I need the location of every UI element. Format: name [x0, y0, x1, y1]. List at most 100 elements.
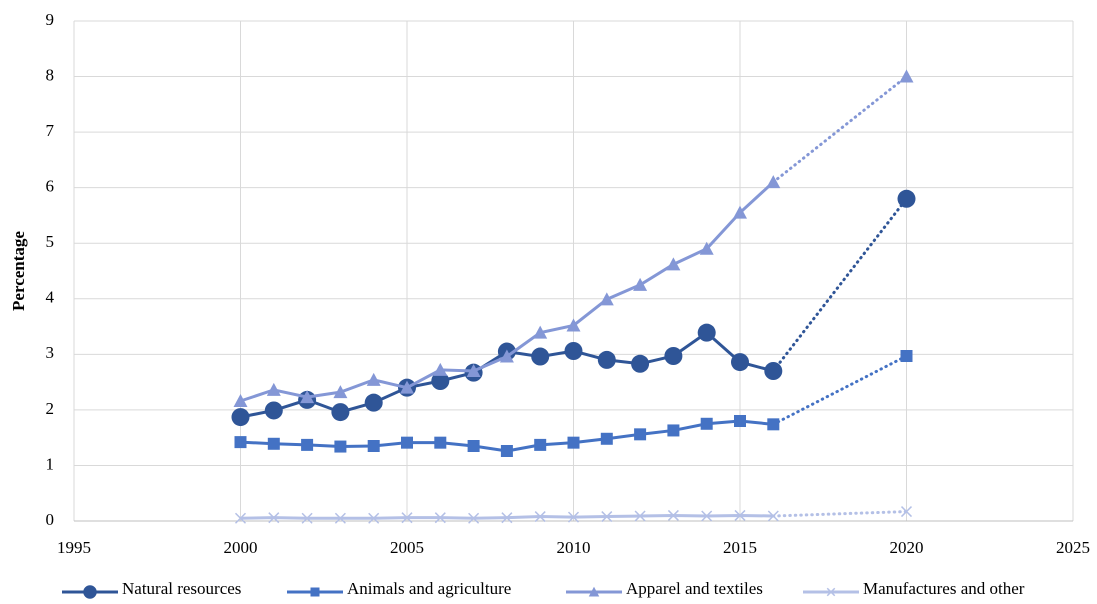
marker: [534, 511, 546, 523]
marker: [664, 347, 683, 365]
series-line-dotted: [771, 75, 908, 184]
marker: [334, 512, 346, 524]
marker: [564, 342, 583, 360]
x-tick-label: 2010: [557, 538, 591, 557]
x-tick-label: 2000: [224, 538, 258, 557]
marker: [467, 440, 480, 452]
marker: [500, 445, 513, 457]
marker: [366, 372, 381, 386]
marker: [601, 511, 613, 523]
marker: [533, 325, 548, 339]
marker: [667, 424, 680, 437]
x-tick-label: 2005: [390, 538, 424, 557]
marker: [466, 364, 481, 377]
marker: [367, 440, 380, 452]
x-tick-label: 2025: [1056, 538, 1090, 557]
legend-label: Apparel and textiles: [626, 579, 763, 598]
legend-label: Animals and agriculture: [347, 579, 511, 598]
marker: [899, 69, 914, 83]
marker: [301, 512, 313, 524]
marker: [534, 438, 547, 451]
marker: [597, 350, 616, 369]
marker: [767, 510, 779, 522]
y-axis-label: Percentage: [9, 231, 28, 311]
marker: [234, 512, 247, 524]
marker: [733, 205, 747, 219]
y-tick-label: 7: [46, 121, 55, 140]
x-tick-label: 1995: [57, 538, 91, 557]
marker: [431, 372, 450, 390]
marker: [599, 292, 614, 306]
legend-label: Manufactures and other: [863, 579, 1025, 598]
marker: [701, 510, 713, 522]
marker: [400, 380, 414, 394]
marker: [333, 385, 348, 399]
marker: [233, 394, 248, 407]
marker: [634, 428, 647, 441]
marker: [897, 189, 916, 208]
y-tick-label: 4: [46, 288, 55, 307]
series-line-dotted: [771, 510, 908, 518]
marker: [588, 586, 600, 597]
marker: [731, 353, 749, 372]
marker: [266, 382, 281, 396]
marker: [734, 509, 746, 521]
marker: [501, 512, 513, 524]
marker: [633, 277, 648, 291]
marker: [900, 506, 913, 518]
marker: [531, 347, 550, 366]
marker: [231, 408, 250, 427]
marker: [667, 509, 679, 521]
marker: [334, 440, 347, 453]
series-line-dotted: [771, 354, 908, 426]
marker: [764, 362, 783, 380]
marker: [364, 393, 383, 412]
marker: [401, 512, 413, 524]
marker: [234, 436, 247, 449]
marker: [499, 349, 514, 363]
marker: [666, 257, 681, 271]
marker: [434, 512, 446, 524]
y-tick-label: 1: [46, 454, 55, 473]
y-tick-label: 0: [46, 510, 55, 529]
marker: [699, 241, 714, 255]
y-tick-label: 8: [46, 65, 55, 84]
series-line: [240, 181, 775, 403]
x-tick-label: 2020: [890, 538, 924, 557]
series-line-dotted: [771, 197, 908, 373]
marker: [826, 587, 836, 597]
marker: [264, 401, 283, 420]
marker: [700, 417, 713, 430]
marker: [566, 318, 581, 332]
y-tick-label: 9: [46, 10, 55, 29]
y-tick-label: 3: [46, 343, 55, 362]
marker: [401, 436, 413, 449]
marker: [567, 511, 580, 523]
marker: [697, 323, 716, 342]
marker: [368, 512, 380, 524]
marker: [634, 510, 646, 522]
marker: [766, 175, 781, 189]
marker: [734, 415, 746, 427]
marker: [268, 512, 280, 524]
y-tick-label: 2: [46, 399, 55, 418]
marker: [83, 585, 97, 599]
marker: [434, 436, 447, 449]
marker: [631, 354, 650, 373]
marker: [567, 436, 580, 449]
y-tick-label: 5: [46, 232, 55, 251]
marker: [301, 438, 314, 451]
marker: [300, 390, 315, 404]
marker: [331, 403, 350, 422]
marker: [767, 418, 780, 431]
legend-label: Natural resources: [122, 579, 241, 598]
y-tick-label: 6: [46, 177, 55, 196]
marker: [433, 362, 448, 376]
marker: [600, 432, 613, 445]
marker: [468, 512, 480, 524]
marker: [310, 587, 320, 597]
marker: [900, 350, 913, 362]
x-tick-label: 2015: [723, 538, 757, 557]
marker: [267, 437, 280, 450]
